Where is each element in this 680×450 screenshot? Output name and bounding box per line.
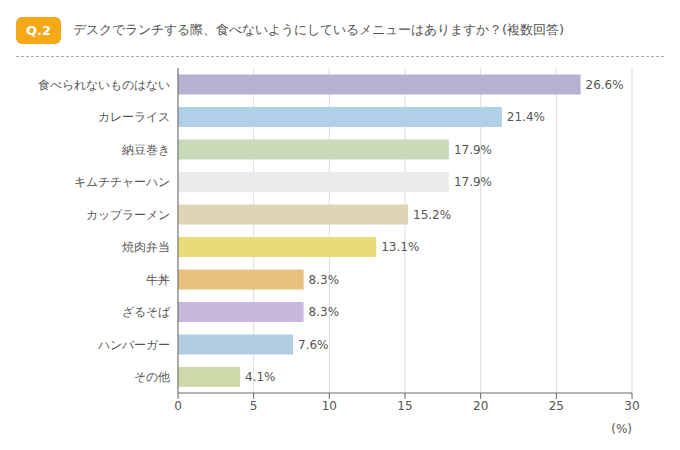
html-text:Q.2: Q.2: [26, 22, 51, 38]
svg-text:20: 20: [473, 399, 488, 413]
svg-text:カレーライス: カレーライス: [98, 110, 170, 124]
svg-text:カップラーメン: カップラーメン: [86, 208, 170, 222]
svg-text:13.1%: 13.1%: [381, 240, 419, 254]
svg-text:21.4%: 21.4%: [507, 110, 545, 124]
svg-text:焼肉弁当: 焼肉弁当: [122, 240, 170, 254]
svg-text:17.9%: 17.9%: [454, 175, 492, 189]
svg-text:ハンバーガー: ハンバーガー: [97, 338, 170, 352]
svg-text:30: 30: [624, 399, 639, 413]
svg-text:ざるそば: ざるそば: [122, 305, 171, 319]
svg-text:10: 10: [322, 399, 337, 413]
svg-text:7.6%: 7.6%: [298, 338, 329, 352]
svg-text:15.2%: 15.2%: [413, 208, 451, 222]
svg-text:牛丼: 牛丼: [146, 273, 170, 287]
svg-text:5: 5: [250, 399, 258, 413]
svg-text:26.6%: 26.6%: [586, 78, 624, 92]
svg-text:(%): (%): [611, 422, 632, 436]
svg-text:食べられないものはない: 食べられないものはない: [38, 78, 170, 92]
svg-text:25: 25: [549, 399, 564, 413]
html-text:デスクでランチする際、食べないようにしているメニューはありま: デスクでランチする際、食べないようにしているメニューはありますか？(複数回答): [73, 22, 565, 37]
svg-text:0: 0: [174, 399, 182, 413]
svg-text:8.3%: 8.3%: [309, 305, 340, 319]
svg-text:17.9%: 17.9%: [454, 143, 492, 157]
svg-text:15: 15: [397, 399, 412, 413]
svg-text:その他: その他: [134, 370, 170, 384]
svg-text:8.3%: 8.3%: [309, 273, 340, 287]
svg-text:4.1%: 4.1%: [245, 370, 276, 384]
svg-text:キムチチャーハン: キムチチャーハン: [74, 175, 170, 189]
svg-text:納豆巻き: 納豆巻き: [122, 143, 170, 157]
